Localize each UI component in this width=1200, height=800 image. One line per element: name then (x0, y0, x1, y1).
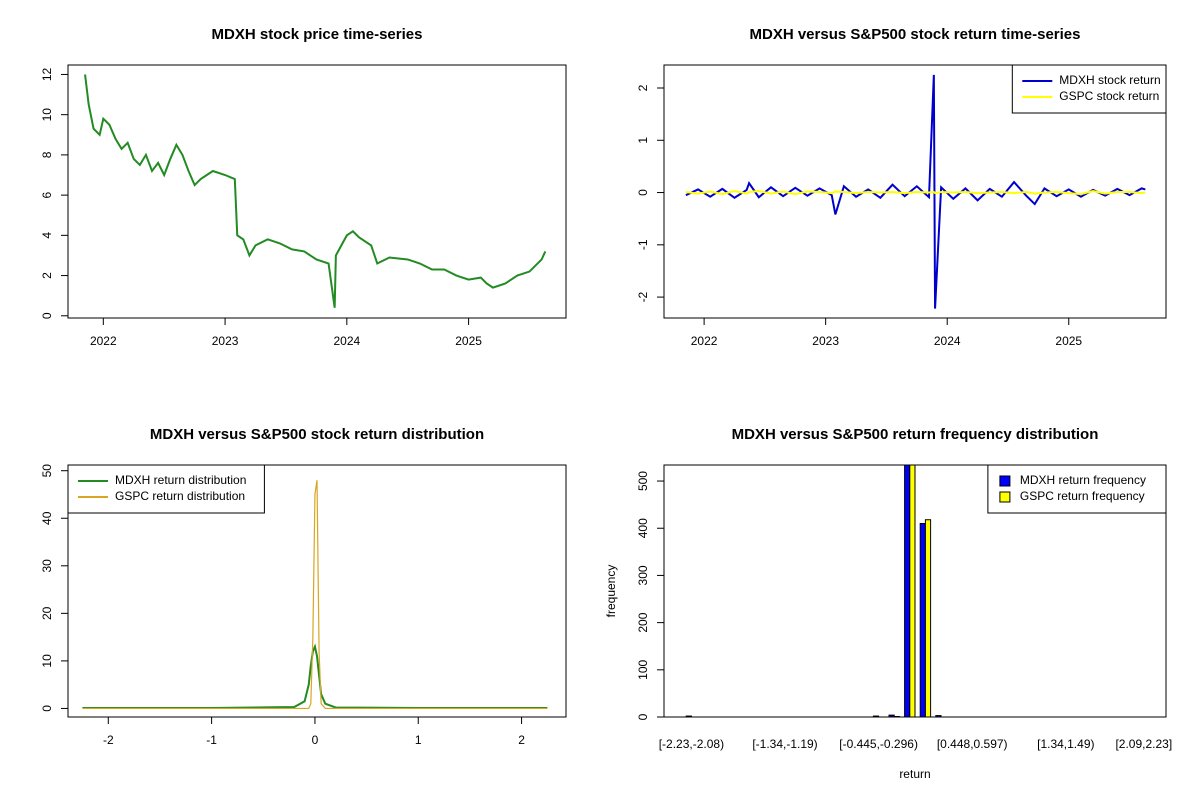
y-tick-label: 50 (40, 464, 54, 478)
y-tick-label: 10 (40, 654, 54, 668)
x-tick-label: 2022 (90, 334, 117, 348)
x-tick-label: 2024 (333, 334, 360, 348)
plot-frame (67, 64, 567, 319)
x-tick-label: 2022 (691, 334, 718, 348)
bar (909, 465, 916, 717)
chart-title: MDXH stock price time-series (212, 26, 423, 43)
x-tick-label: 2023 (212, 334, 239, 348)
y-tick-label: 0 (636, 189, 650, 196)
bar (924, 519, 932, 717)
y-tick-label: 100 (636, 659, 650, 679)
y-tick-label: 40 (40, 511, 54, 525)
x-tick-label: -1 (206, 733, 217, 747)
legend: MDXH stock return GSPC stock return (1011, 64, 1167, 114)
legend-label: MDXH return frequency (1020, 473, 1146, 487)
panel: MDXH versus S&P500 return frequency dist… (604, 426, 1172, 781)
y-tick-label: 12 (40, 67, 54, 81)
y-tick-label: 2 (636, 84, 650, 91)
y-tick-label: 8 (40, 151, 54, 158)
x-tick-label: [2.09,2.23] (1115, 737, 1172, 751)
panel: MDXH versus S&P500 stock return distribu… (40, 426, 567, 747)
x-tick-label: [-2.23,-2.08) (659, 737, 724, 751)
y-tick-label: 10 (40, 108, 54, 122)
y-tick-label: 1 (636, 137, 650, 144)
y-tick-label: 0 (40, 705, 54, 712)
x-tick-label: [-1.34,-1.19) (752, 737, 817, 751)
x-tick-label: 2025 (455, 334, 482, 348)
bar (904, 465, 911, 717)
x-tick-label: 2 (518, 733, 525, 747)
line-series (84, 74, 547, 308)
x-tick-label: [1.34,1.49) (1037, 737, 1094, 751)
x-tick-label: [0.448,0.597) (937, 737, 1008, 751)
y-tick-label: -2 (636, 291, 650, 302)
legend: MDXH return distribution GSPC return dist… (67, 464, 265, 514)
x-tick-label: -2 (103, 733, 114, 747)
x-axis-label: return (899, 767, 930, 781)
chart-title: MDXH versus S&P500 stock return time-ser… (750, 26, 1081, 43)
y-tick-label: 500 (636, 471, 650, 491)
panel: MDXH stock price time-series 0 2 4 6 8 10 12 202… (40, 26, 567, 348)
y-tick-label: 30 (40, 559, 54, 573)
line-series (82, 643, 548, 709)
chart-title: MDXH versus S&P500 stock return distribu… (150, 426, 484, 443)
y-tick-label: -1 (636, 239, 650, 250)
x-tick-label: 0 (312, 733, 319, 747)
legend-frame (67, 464, 265, 514)
x-tick-label: [-0.445,-0.296) (839, 737, 918, 751)
x-tick-label: 1 (415, 733, 422, 747)
y-tick-label: 0 (636, 713, 650, 720)
y-tick-label: 20 (40, 606, 54, 620)
panel: MDXH versus S&P500 stock return time-ser… (636, 26, 1167, 348)
x-tick-label: 2023 (812, 334, 839, 348)
x-tick-label: 2024 (934, 334, 961, 348)
y-tick-label: 0 (40, 312, 54, 319)
y-tick-label: 4 (40, 232, 54, 239)
line-series (82, 480, 548, 710)
legend-label: MDXH stock return (1059, 73, 1160, 87)
legend-label: GSPC return distribution (115, 489, 245, 503)
bar (919, 523, 926, 717)
line-series (685, 189, 1146, 196)
x-tick-label: 2025 (1055, 334, 1082, 348)
plot-frame (663, 464, 1167, 718)
y-axis-label: frequency (604, 565, 618, 618)
plot-frame (663, 64, 1167, 319)
chart-title: MDXH versus S&P500 return frequency dist… (732, 426, 1099, 443)
legend-frame (987, 464, 1167, 514)
bar (935, 715, 942, 717)
legend-frame (1011, 64, 1167, 114)
legend-label: MDXH return distribution (115, 473, 246, 487)
legend-swatch (999, 491, 1011, 503)
legend-label: GSPC return frequency (1020, 489, 1145, 503)
y-tick-label: 400 (636, 518, 650, 538)
legend-swatch (999, 475, 1011, 487)
legend-label: GSPC stock return (1059, 89, 1159, 103)
y-tick-label: 6 (40, 191, 54, 198)
y-tick-label: 300 (636, 565, 650, 585)
y-tick-label: 2 (40, 272, 54, 279)
plot-frame (67, 464, 567, 718)
y-tick-label: 200 (636, 612, 650, 632)
legend: MDXH return frequency GSPC return frequen… (987, 464, 1167, 514)
